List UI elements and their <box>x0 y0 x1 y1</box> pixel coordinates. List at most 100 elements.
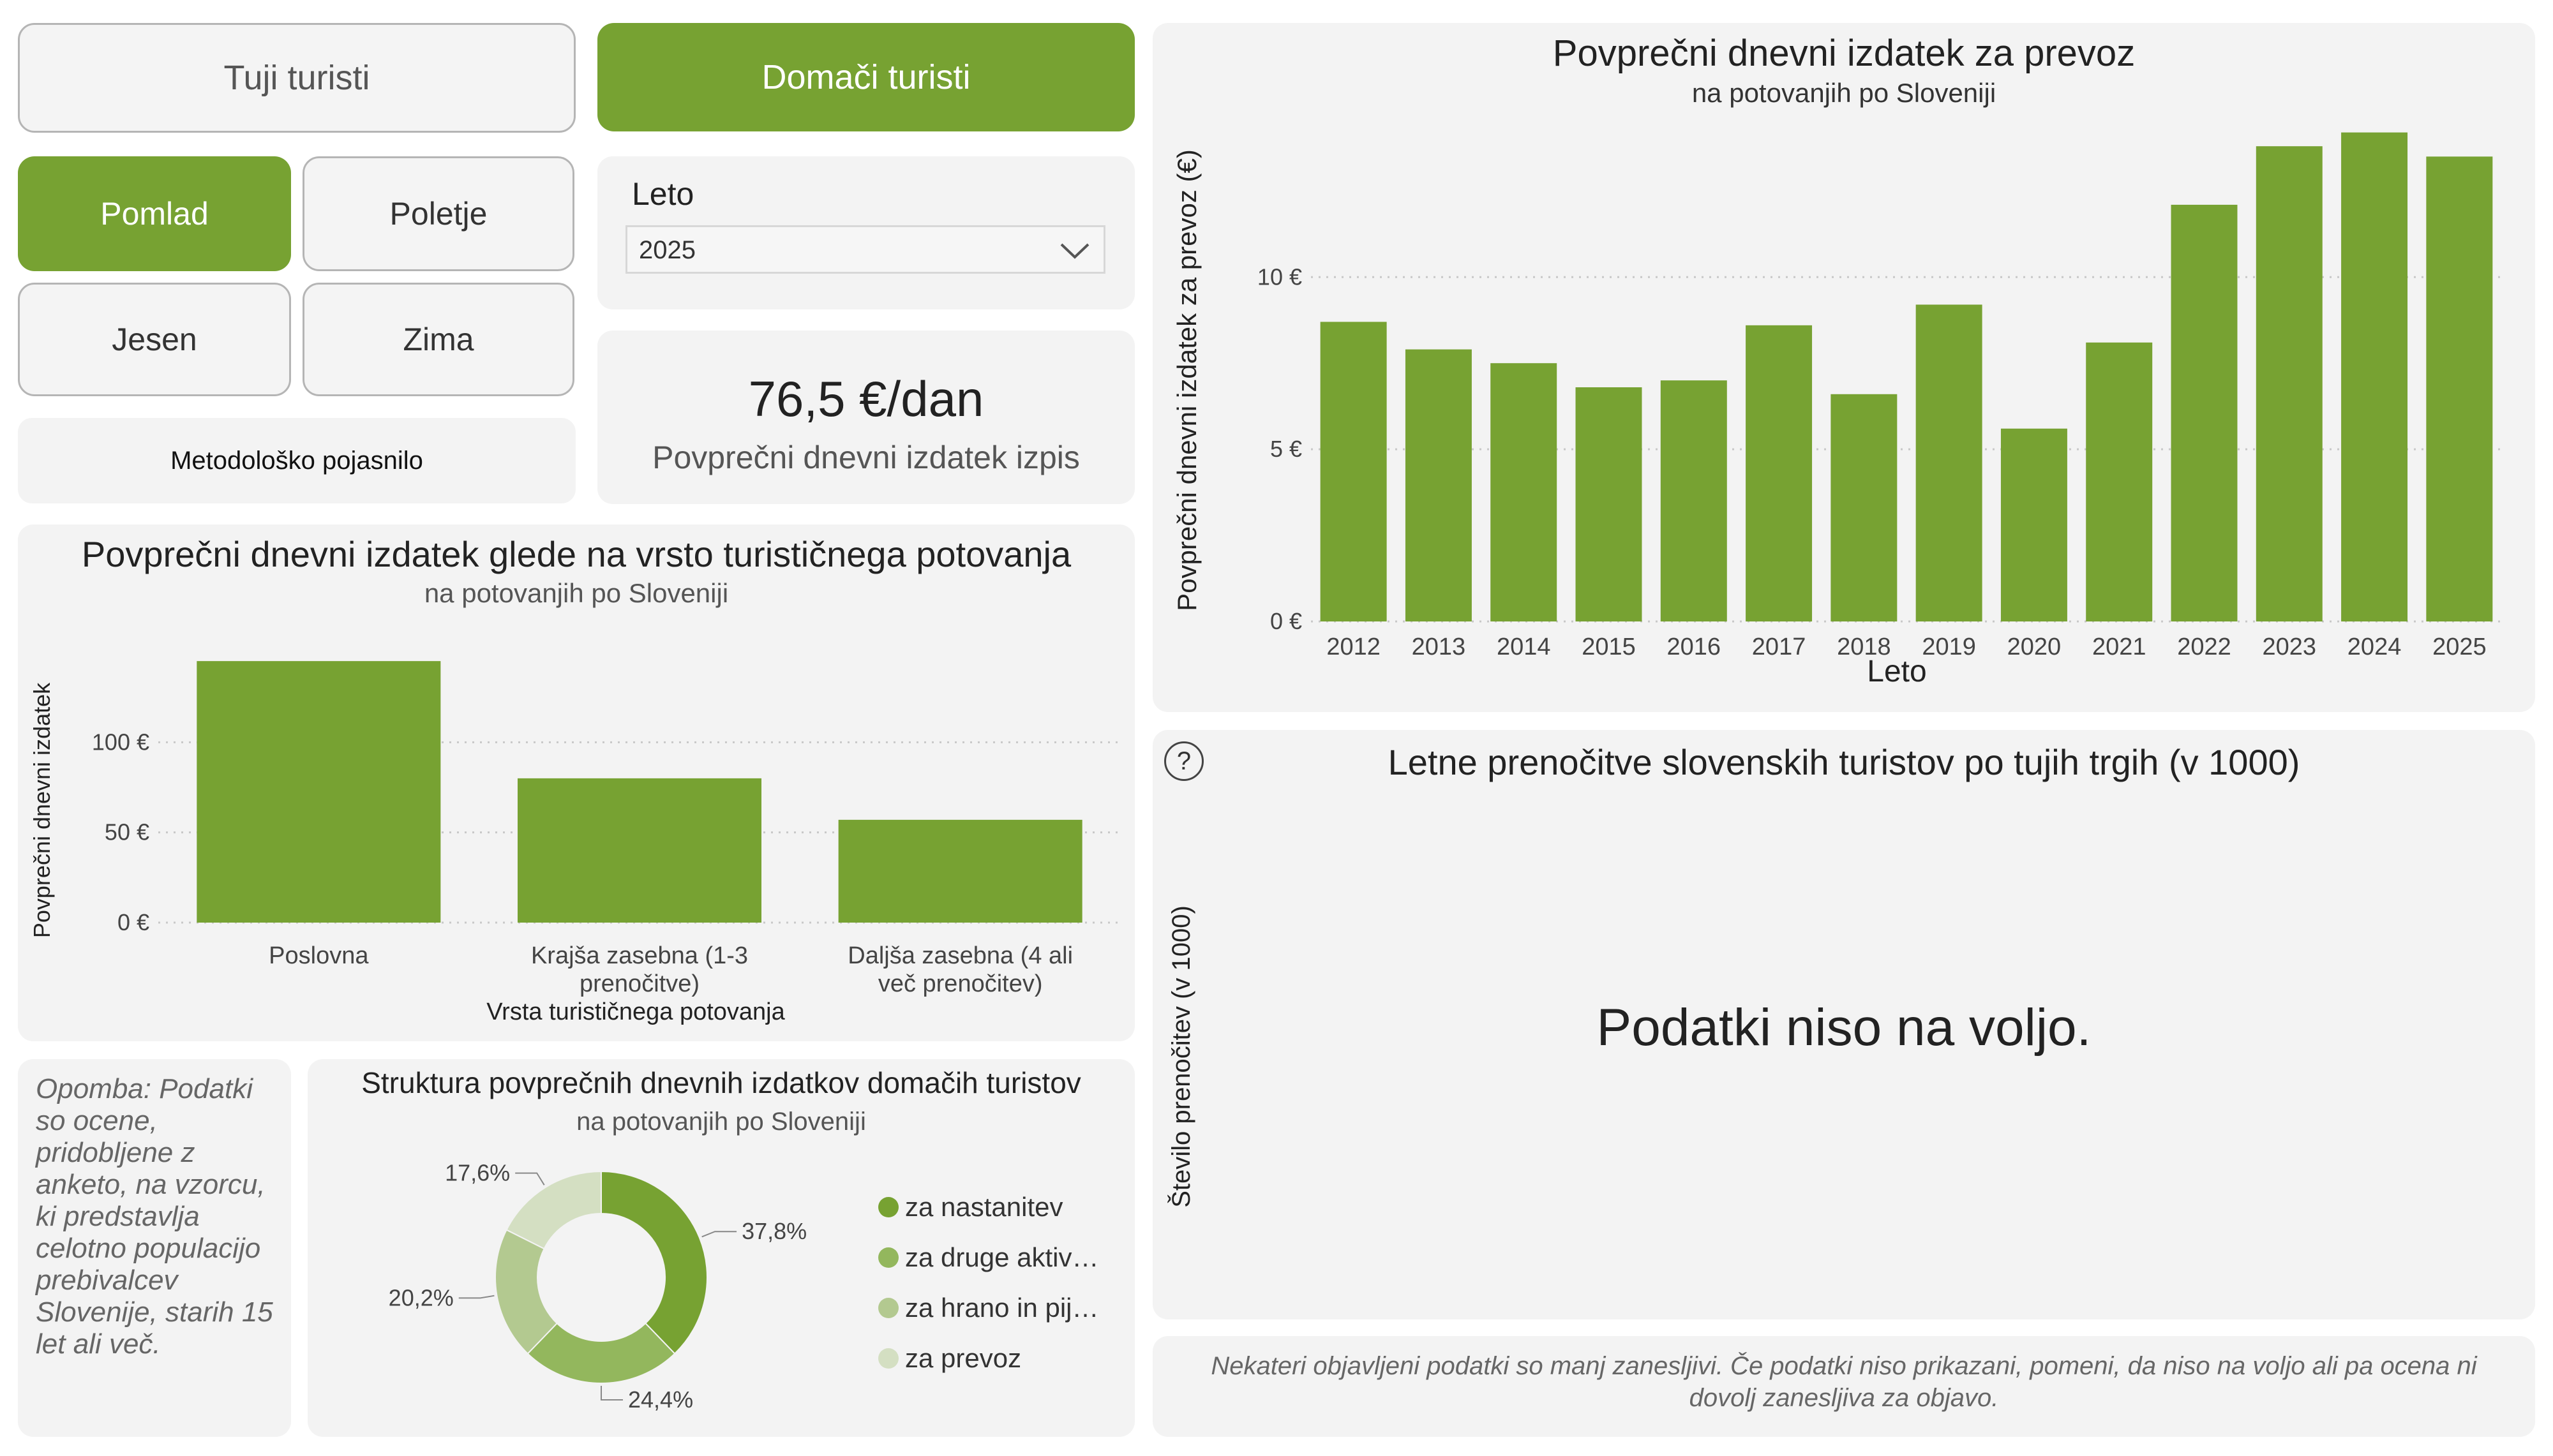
bar <box>2171 204 2238 621</box>
donut-slice <box>527 1322 676 1384</box>
structure-donut-chart: 37,8% 24,4% 20,2% 17,6% <box>389 1160 807 1413</box>
legend-item[interactable]: za nastanitev <box>878 1192 1063 1222</box>
season-poletje-button[interactable]: Poletje <box>303 156 574 271</box>
slice-value-label: 17,6% <box>445 1160 510 1186</box>
slice-value-label: 24,4% <box>628 1386 693 1413</box>
x-axis-label: Vrsta turističnega potovanja <box>486 999 785 1025</box>
tuji-turisti-button[interactable]: Tuji turisti <box>18 23 576 133</box>
metodolosko-pojasnilo-button[interactable]: Metodološko pojasnilo <box>18 418 576 503</box>
bar <box>1575 387 1642 621</box>
y-tick-label: 50 € <box>105 819 149 845</box>
foreign-markets-title: Letne prenočitve slovenskih turistov po … <box>1388 742 2300 782</box>
structure-chart-subtitle: na potovanjih po Sloveniji <box>576 1108 866 1136</box>
footer-note-text: Nekateri objavljeni podatki so manj zane… <box>1211 1352 2477 1412</box>
x-tick-label: 2022 <box>2177 634 2231 660</box>
x-tick-label: več prenočitev) <box>878 970 1043 997</box>
foreign-markets-ylabel-svg: Število prenočitev (v 1000) <box>1167 905 1195 1208</box>
note-text: Opomba: Podatki so ocene, pridobljene z … <box>36 1073 273 1360</box>
bar <box>2426 156 2493 621</box>
x-tick-label: 2016 <box>1667 634 1721 660</box>
x-tick-label: 2019 <box>1922 634 1976 660</box>
trip-type-chart-panel: Povprečni dnevni izdatek glede na vrsto … <box>18 524 1135 1041</box>
kpi-label: Povprečni dnevni izdatek izpis <box>652 440 1080 475</box>
x-tick-label: Krajša zasebna (1-3 <box>531 942 748 969</box>
x-tick-label: 2012 <box>1326 634 1381 660</box>
kpi-value: 76,5 €/dan <box>748 371 984 427</box>
season-zima-button[interactable]: Zima <box>303 283 574 396</box>
bar <box>1915 304 1982 621</box>
no-data-message: Podatki niso na voljo. <box>1596 999 2092 1057</box>
x-tick-label: 2015 <box>1582 634 1636 660</box>
slice-leader-line <box>515 1172 545 1185</box>
x-tick-label: 2024 <box>2347 634 2402 660</box>
slice-value-label: 37,8% <box>742 1218 807 1244</box>
bar <box>1405 349 1472 621</box>
x-tick-label: Poslovna <box>269 942 369 969</box>
x-tick-label: prenočitve) <box>580 970 700 997</box>
year-select[interactable]: 2025 <box>625 225 1105 274</box>
y-axis-label: Povprečni dnevni izdatek za prevoz (€) <box>1172 149 1202 611</box>
transport-chart: 0 € 5 € 10 € 2012 2013 2014 2015 2016 2017 2018 20… <box>1172 132 2502 688</box>
trip-type-chart-subtitle: na potovanjih po Sloveniji <box>424 578 729 608</box>
bar <box>197 661 441 923</box>
bar <box>2341 132 2408 621</box>
bar <box>1746 325 1813 621</box>
x-tick-label: 2021 <box>2092 634 2146 660</box>
trip-type-chart-title: Povprečni dnevni izdatek glede na vrsto … <box>81 534 1072 574</box>
donut-slice <box>505 1170 602 1250</box>
legend-label: za hrano in pij… <box>905 1293 1099 1323</box>
legend-item[interactable]: za druge aktiv… <box>878 1242 1098 1273</box>
year-select-value: 2025 <box>639 236 696 264</box>
legend-swatch <box>878 1298 899 1318</box>
foreign-markets-panel: ? Letne prenočitve slovenskih turistov p… <box>1153 730 2535 1319</box>
bar <box>2000 428 2067 621</box>
y-tick-label: 0 € <box>117 909 149 935</box>
bar <box>2256 146 2323 621</box>
bar <box>2086 342 2153 621</box>
y-tick-label: 10 € <box>1257 264 1302 290</box>
trip-type-chart: 0 € 50 € 100 € Poslovna Krajša zasebna (1-3p… <box>29 661 1121 1025</box>
legend-swatch <box>878 1197 899 1217</box>
season-jesen-button[interactable]: Jesen <box>18 283 291 396</box>
bar <box>1490 363 1557 621</box>
chevron-down-icon <box>1060 243 1089 259</box>
legend-label: za prevoz <box>905 1343 1022 1373</box>
help-icon[interactable]: ? <box>1164 741 1204 781</box>
transport-chart-title: Povprečni dnevni izdatek za prevoz <box>1552 33 2136 74</box>
season-pomlad-button[interactable]: Pomlad <box>18 156 291 271</box>
y-tick-label: 5 € <box>1270 436 1302 462</box>
y-tick-label: 100 € <box>92 729 149 755</box>
slice-leader-line <box>601 1386 623 1400</box>
bar <box>1831 394 1898 621</box>
legend-item[interactable]: za prevoz <box>878 1343 1021 1374</box>
x-tick-label: Daljša zasebna (4 ali <box>848 942 1073 969</box>
bar <box>1320 322 1387 621</box>
structure-chart-title: Struktura povprečnih dnevnih izdatkov do… <box>361 1066 1081 1099</box>
slice-leader-line <box>458 1295 495 1299</box>
x-tick-label: 2018 <box>1837 634 1891 660</box>
year-filter-label: Leto <box>632 176 694 212</box>
structure-chart-panel: Struktura povprečnih dnevnih izdatkov do… <box>308 1059 1135 1437</box>
legend-swatch <box>878 1348 899 1369</box>
x-tick-label: 2017 <box>1752 634 1806 660</box>
x-axis-label: Leto <box>1867 655 1926 688</box>
x-tick-label: 2023 <box>2263 634 2317 660</box>
y-tick-label: 0 € <box>1270 608 1302 634</box>
legend-label: za nastanitev <box>905 1192 1063 1222</box>
y-axis-label: Povprečni dnevni izdatek <box>29 682 55 938</box>
domaci-turisti-button[interactable]: Domači turisti <box>597 23 1135 131</box>
note-panel: Opomba: Podatki so ocene, pridobljene z … <box>18 1059 291 1437</box>
slice-value-label: 20,2% <box>389 1284 454 1311</box>
bar <box>1660 380 1727 621</box>
foreign-markets-ylabel-text: Število prenočitev (v 1000) <box>1167 905 1195 1208</box>
x-tick-label: 2013 <box>1412 634 1466 660</box>
x-tick-label: 2025 <box>2432 634 2487 660</box>
footer-note-panel: Nekateri objavljeni podatki so manj zane… <box>1153 1336 2535 1437</box>
legend-item[interactable]: za hrano in pij… <box>878 1293 1099 1323</box>
x-tick-label: 2020 <box>2007 634 2062 660</box>
kpi-card: 76,5 €/dan Povprečni dnevni izdatek izpi… <box>597 331 1135 504</box>
slice-leader-line <box>701 1231 737 1238</box>
x-tick-label: 2014 <box>1497 634 1551 660</box>
legend-swatch <box>878 1247 899 1268</box>
bar <box>517 778 762 923</box>
